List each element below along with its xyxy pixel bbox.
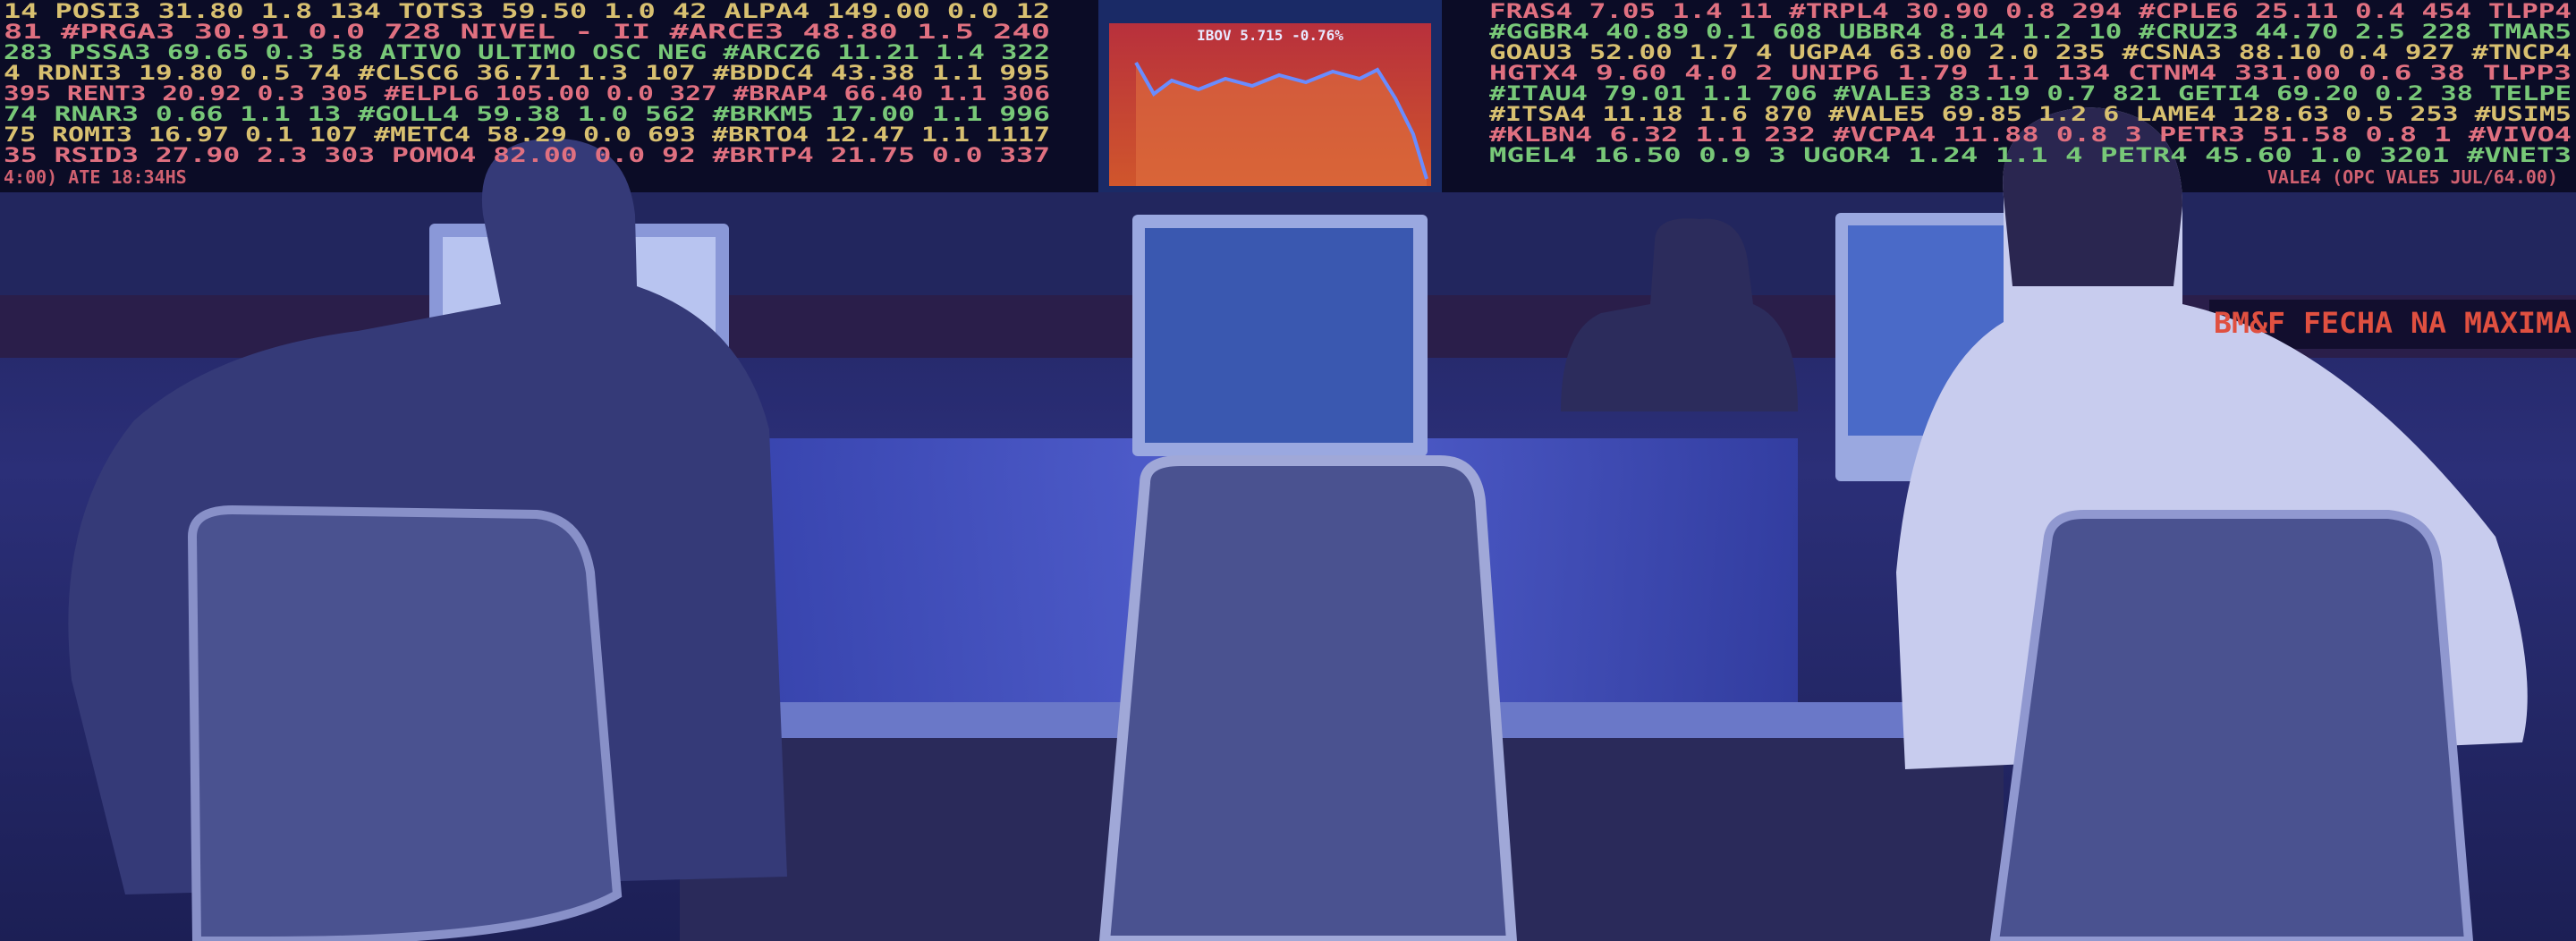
board-footer: 4:00) ATE 18:34HS bbox=[4, 166, 187, 188]
board-row: 4 RDNI3 19.80 0.5 74 #CLSC6 36.71 1.3 10… bbox=[4, 63, 1050, 85]
chart-line bbox=[1134, 62, 1428, 180]
chart-title: IBOV 5.715 -0.76% bbox=[1197, 27, 1343, 44]
board-row: 395 RENT3 20.92 0.3 305 #ELPL6 105.00 0.… bbox=[4, 83, 1050, 106]
person-background bbox=[1561, 218, 1798, 411]
board-row: 74 RNAR3 0.66 1.1 13 #GOLL4 59.38 1.0 56… bbox=[4, 104, 1050, 126]
board-row: MGEL4 16.50 0.9 3 UGOR4 1.24 1.1 4 PETR4… bbox=[1489, 145, 2572, 167]
board-row: #ITSA4 11.18 1.6 870 #VALE5 69.85 1.2 6 … bbox=[1489, 104, 2572, 126]
board-row: 283 PSSA3 69.65 0.3 58 ATIVO ULTIMO OSC … bbox=[4, 42, 1050, 64]
chair bbox=[187, 504, 623, 941]
board-row: GOAU3 52.00 1.7 4 UGPA4 63.00 2.0 235 #C… bbox=[1489, 42, 2572, 64]
board-row: #GGBR4 40.89 0.1 608 UBBR4 8.14 1.2 10 #… bbox=[1489, 21, 2572, 44]
board-row: FRAS4 7.05 1.4 11 #TRPL4 30.90 0.8 294 #… bbox=[1489, 1, 2572, 23]
person-right-head bbox=[2003, 107, 2182, 286]
chair bbox=[1989, 510, 2474, 941]
board-footer: VALE4 (OPC VALE5 JUL/64.00) bbox=[2267, 166, 2558, 188]
board-row: #ITAU4 79.01 1.1 706 #VALE3 83.19 0.7 82… bbox=[1489, 83, 2572, 106]
board-row: 35 RSID3 27.90 2.3 303 POMO4 82.00 0.0 9… bbox=[4, 145, 1050, 167]
monitor-screen bbox=[1145, 228, 1413, 443]
board-row: 14 POSI3 31.80 1.8 134 TOTS3 59.50 1.0 4… bbox=[4, 1, 1050, 23]
board-row: #KLBN4 6.32 1.1 232 #VCPA4 11.88 0.8 3 P… bbox=[1489, 124, 2572, 147]
chair bbox=[1098, 455, 1518, 941]
ticker-tape: BM&F FECHA NA MAXIMA bbox=[2214, 306, 2572, 340]
chart-area bbox=[1136, 63, 1427, 186]
board-row: HGTX4 9.60 4.0 2 UNIP6 1.79 1.1 134 CTNM… bbox=[1489, 63, 2572, 85]
board-row: 81 #PRGA3 30.91 0.0 728 NIVEL - II #ARCE… bbox=[4, 21, 1050, 44]
board-row: 75 ROMI3 16.97 0.1 107 #METC4 58.29 0.0 … bbox=[4, 124, 1050, 147]
